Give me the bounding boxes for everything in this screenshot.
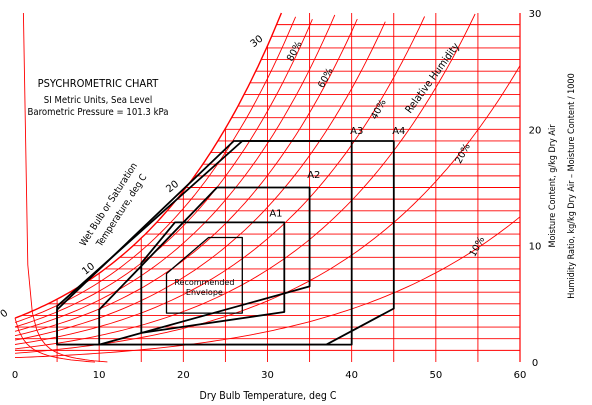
envelope-label-a3: A3 xyxy=(350,126,363,137)
y-tick-label: 10 xyxy=(529,242,542,253)
y-tick-label: 0 xyxy=(532,358,538,369)
envelope-label-a2: A2 xyxy=(307,170,320,181)
saturation-curve xyxy=(14,12,283,319)
x-tick-label: 10 xyxy=(93,370,106,381)
envelope-recommended-envelope xyxy=(165,236,243,314)
rh-curve xyxy=(14,216,521,359)
x-axis-label: Dry Bulb Temperature, deg C xyxy=(200,390,337,402)
y-axis-label-1: Moisture Content, g/kg Dry Air xyxy=(548,124,558,248)
envelope-label-a4: A4 xyxy=(392,126,405,137)
wet-bulb-label: 0 xyxy=(0,308,10,321)
rh-curve xyxy=(14,16,297,323)
rh-curve xyxy=(14,16,426,345)
x-tick-label: 50 xyxy=(429,370,442,381)
rh-curve xyxy=(14,18,358,337)
rh-curve xyxy=(14,19,313,328)
chart-grid xyxy=(14,12,521,363)
envelope-layer xyxy=(56,140,395,346)
envelope-label-a1: A1 xyxy=(269,209,282,220)
x-tick-label: 40 xyxy=(345,370,358,381)
wet-bulb-label: 30 xyxy=(249,33,266,50)
envelope-a4 xyxy=(56,140,395,346)
rh-label: 20% xyxy=(453,142,473,166)
wet-bulb-line xyxy=(22,12,108,363)
envelope-a1 xyxy=(140,221,286,334)
x-tick-label: 60 xyxy=(514,370,527,381)
y-tick-label: 20 xyxy=(529,125,542,136)
chart-title: PSYCHROMETRIC CHART xyxy=(38,77,160,90)
recommended-envelope-label: Recommended xyxy=(174,278,234,287)
y-axis-label-2: Humidity Ratio, kg/kg Dry Air – Moisture… xyxy=(567,73,577,298)
envelope-a2 xyxy=(98,186,311,346)
x-tick-label: 20 xyxy=(177,370,190,381)
rh-curve xyxy=(14,21,386,341)
y-tick-label: 30 xyxy=(529,9,542,20)
wet-bulb-line xyxy=(14,317,96,363)
rh-title: Relative Humidity xyxy=(403,40,462,115)
x-tick-label: 0 xyxy=(12,370,18,381)
recommended-envelope-label: Envelope xyxy=(186,288,223,297)
chart-subtitle-line-1: SI Metric Units, Sea Level xyxy=(44,95,152,106)
x-tick-label: 30 xyxy=(261,370,274,381)
rh-curve xyxy=(14,13,476,350)
chart-subtitle-line-2: Barometric Pressure = 101.3 kPa xyxy=(28,107,169,118)
rh-curve xyxy=(14,14,336,332)
rh-label: 10% xyxy=(468,235,488,259)
